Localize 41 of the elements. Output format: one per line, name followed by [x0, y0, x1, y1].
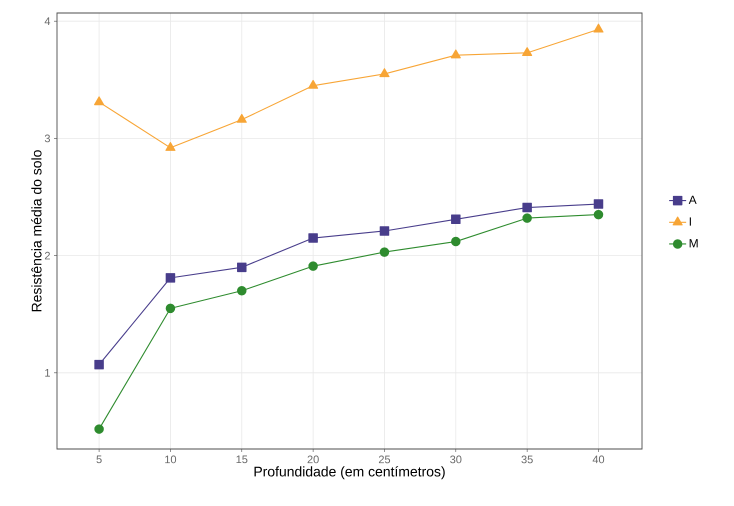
point: [522, 213, 532, 223]
y-tick-label: 2: [44, 252, 50, 260]
x-tick-label: 35: [521, 456, 533, 464]
point: [594, 210, 604, 220]
point: [380, 247, 390, 257]
x-tick-label: 25: [378, 456, 390, 464]
point: [522, 202, 532, 212]
point: [451, 236, 461, 246]
x-tick-label: 15: [236, 456, 248, 464]
point: [380, 226, 390, 236]
point: [379, 68, 390, 78]
point: [94, 424, 104, 434]
legend-label: I: [690, 217, 691, 226]
point: [94, 360, 104, 370]
x-tick-label: 20: [308, 456, 319, 464]
point: [166, 304, 176, 314]
point: [236, 114, 247, 123]
x-tick-label: 30: [450, 456, 462, 464]
point: [594, 199, 604, 209]
x-tick-label: 10: [165, 456, 176, 464]
y-tick-label: 4: [44, 17, 50, 25]
legend-label: M: [690, 239, 698, 248]
point: [308, 261, 318, 271]
y-tick-label: 1: [45, 369, 50, 377]
point: [165, 142, 176, 151]
point: [237, 262, 247, 272]
x-axis-title: Profundidade (em centímetros): [254, 466, 445, 480]
legend-label: A: [688, 196, 697, 204]
point: [593, 24, 604, 33]
y-tick-label: 3: [44, 134, 50, 142]
point: [308, 233, 318, 243]
y-axis-title: Resistência média do solo: [31, 150, 42, 312]
point: [522, 47, 532, 56]
point: [450, 49, 461, 58]
x-tick-label: 40: [592, 456, 604, 464]
point: [94, 96, 104, 106]
point: [451, 214, 461, 224]
point: [237, 286, 247, 296]
point: [166, 273, 176, 283]
x-tick-label: 5: [96, 456, 102, 464]
point: [308, 80, 318, 89]
